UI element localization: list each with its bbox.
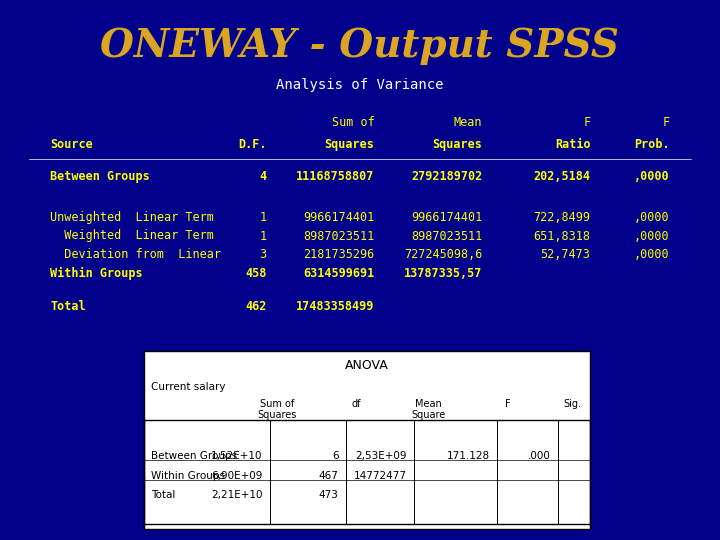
Text: 458: 458 bbox=[245, 267, 266, 280]
Text: Total: Total bbox=[50, 300, 86, 313]
Text: Mean: Mean bbox=[454, 116, 482, 129]
Text: Total: Total bbox=[151, 490, 176, 501]
Text: F: F bbox=[505, 399, 510, 409]
Text: 6: 6 bbox=[332, 451, 338, 461]
Text: 9966174401: 9966174401 bbox=[411, 211, 482, 224]
Text: Within Groups: Within Groups bbox=[151, 471, 225, 481]
Text: Sig.: Sig. bbox=[563, 399, 582, 409]
Text: df: df bbox=[351, 399, 361, 409]
Text: Current salary: Current salary bbox=[151, 382, 225, 393]
Text: 8987023511: 8987023511 bbox=[411, 230, 482, 242]
Text: 8987023511: 8987023511 bbox=[303, 230, 374, 242]
Text: 13787335,57: 13787335,57 bbox=[404, 267, 482, 280]
Text: 2792189702: 2792189702 bbox=[411, 170, 482, 183]
Text: 651,8318: 651,8318 bbox=[534, 230, 590, 242]
Text: 9966174401: 9966174401 bbox=[303, 211, 374, 224]
Text: 1: 1 bbox=[259, 230, 266, 242]
Text: ANOVA: ANOVA bbox=[346, 359, 389, 372]
Text: ,0000: ,0000 bbox=[634, 211, 670, 224]
Text: 17483358499: 17483358499 bbox=[296, 300, 374, 313]
Text: Weighted  Linear Term: Weighted Linear Term bbox=[50, 230, 215, 242]
Text: Mean
Square: Mean Square bbox=[411, 399, 446, 420]
Text: ,0000: ,0000 bbox=[634, 248, 670, 261]
Text: 14772477: 14772477 bbox=[354, 471, 407, 481]
Text: Between Groups: Between Groups bbox=[50, 170, 150, 183]
Text: ,0000: ,0000 bbox=[634, 170, 670, 183]
Text: Between Groups: Between Groups bbox=[151, 451, 238, 461]
Text: 11168758807: 11168758807 bbox=[296, 170, 374, 183]
Text: 6,90E+09: 6,90E+09 bbox=[212, 471, 263, 481]
Text: Deviation from  Linear: Deviation from Linear bbox=[50, 248, 222, 261]
Text: Sum of
Squares: Sum of Squares bbox=[258, 399, 297, 420]
Text: Squares: Squares bbox=[325, 138, 374, 151]
Text: F: F bbox=[662, 116, 670, 129]
Text: Prob.: Prob. bbox=[634, 138, 670, 151]
Text: D.F.: D.F. bbox=[238, 138, 266, 151]
Text: Squares: Squares bbox=[433, 138, 482, 151]
Text: Within Groups: Within Groups bbox=[50, 267, 143, 280]
Text: ,0000: ,0000 bbox=[634, 230, 670, 242]
Text: 2181735296: 2181735296 bbox=[303, 248, 374, 261]
Text: 4: 4 bbox=[259, 170, 266, 183]
Text: 3: 3 bbox=[259, 248, 266, 261]
Text: Ratio: Ratio bbox=[555, 138, 590, 151]
Text: 462: 462 bbox=[245, 300, 266, 313]
Text: 2,21E+10: 2,21E+10 bbox=[211, 490, 263, 501]
Text: F: F bbox=[583, 116, 590, 129]
Text: Sum of: Sum of bbox=[332, 116, 374, 129]
Text: 171.128: 171.128 bbox=[446, 451, 490, 461]
Text: 473: 473 bbox=[318, 490, 338, 501]
Text: Analysis of Variance: Analysis of Variance bbox=[276, 78, 444, 92]
Text: 1,52E+10: 1,52E+10 bbox=[211, 451, 263, 461]
FancyBboxPatch shape bbox=[144, 351, 590, 529]
Text: 722,8499: 722,8499 bbox=[534, 211, 590, 224]
Text: 1: 1 bbox=[259, 211, 266, 224]
Text: 727245098,6: 727245098,6 bbox=[404, 248, 482, 261]
Text: 467: 467 bbox=[318, 471, 338, 481]
Text: 202,5184: 202,5184 bbox=[534, 170, 590, 183]
Text: Source: Source bbox=[50, 138, 93, 151]
Text: .000: .000 bbox=[528, 451, 551, 461]
Text: ONEWAY - Output SPSS: ONEWAY - Output SPSS bbox=[101, 27, 619, 65]
Text: 6314599691: 6314599691 bbox=[303, 267, 374, 280]
Text: 52,7473: 52,7473 bbox=[541, 248, 590, 261]
Text: Unweighted  Linear Term: Unweighted Linear Term bbox=[50, 211, 215, 224]
Text: 2,53E+09: 2,53E+09 bbox=[355, 451, 407, 461]
